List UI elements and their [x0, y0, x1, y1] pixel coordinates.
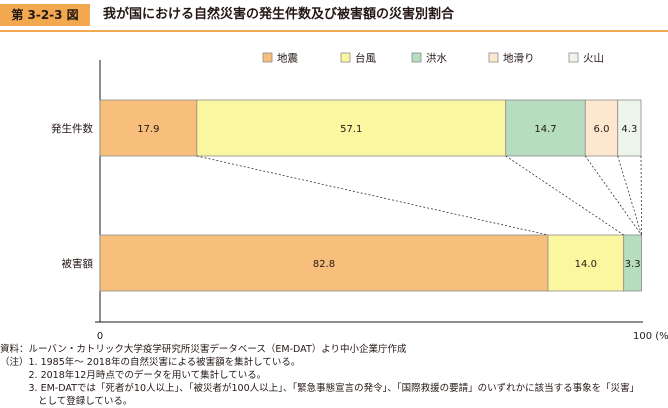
- note-line: （注）1. 1985年～ 2018年の自然災害による被害額を集計している。: [0, 357, 301, 368]
- connector-line-5: [640, 155, 642, 236]
- figure-number: 第 3-2-3 図: [11, 8, 79, 22]
- bar-segment-2-1: [99, 234, 549, 292]
- legend-swatch-3: [411, 52, 422, 63]
- bar-segment-1-2: [196, 99, 507, 157]
- connector-line-2: [505, 155, 624, 236]
- data-label-2-3: 3.3: [625, 259, 641, 270]
- x-tick-label-0: 0: [97, 331, 103, 342]
- bar-segment-1-3: [505, 99, 586, 157]
- category-label-2: 被害額: [62, 257, 94, 270]
- figure-title: 我が国における自然災害の発生件数及び被害額の災害別割合: [103, 7, 455, 22]
- connector-line-3: [584, 155, 642, 236]
- legend-label-2: 台風: [355, 52, 376, 65]
- legend-label-3: 洪水: [426, 53, 447, 65]
- source-note: 資料：ルーバン・カトリック大学疫学研究所災害データベース（EM-DAT）より中小…: [0, 344, 407, 355]
- bar-segment-1-1: [99, 99, 198, 157]
- legend-swatch-5: [568, 52, 579, 63]
- data-label-2-2: 14.0: [575, 259, 597, 270]
- note-line: 3. EM-DATでは「死者が10人以上」、「被災者が100人以上」、「緊急事態…: [0, 383, 640, 394]
- legend-label-5: 火山: [583, 53, 604, 65]
- connector-line-1: [196, 155, 549, 236]
- data-label-1-3: 14.7: [534, 124, 556, 135]
- figure-header: 第 3-2-3 図 我が国における自然災害の発生件数及び被害額の災害別割合: [0, 0, 668, 32]
- bar-segment-1-5: [617, 99, 642, 157]
- legend-swatch-4: [488, 52, 499, 63]
- note-line: 2. 2018年12月時点でのデータを用いて集計している。: [0, 370, 267, 381]
- bar-segment-1-4: [584, 99, 619, 157]
- data-label-1-2: 57.1: [340, 124, 362, 135]
- figure-notes: 資料：ルーバン・カトリック大学疫学研究所災害データベース（EM-DAT）より中小…: [0, 343, 668, 408]
- bar-segment-2-3: [623, 234, 642, 292]
- bar-segment-2-2: [547, 234, 625, 292]
- legend-swatch-1: [262, 52, 273, 63]
- data-label-1-1: 17.9: [137, 124, 159, 135]
- figure-number-badge: [0, 4, 90, 26]
- category-label-1: 発生件数: [51, 122, 93, 135]
- header-rule: [0, 30, 668, 32]
- legend-swatch-2: [340, 52, 351, 63]
- note-line: として登録している。: [0, 396, 133, 407]
- connector-line-4: [617, 155, 642, 236]
- data-label-1-5: 4.3: [621, 124, 637, 135]
- data-label-2-1: 82.8: [313, 259, 335, 270]
- legend-label-1: 地震: [277, 52, 298, 65]
- data-label-1-4: 6.0: [594, 124, 610, 135]
- x-tick-label-100: 100 (%): [633, 331, 668, 342]
- legend-label-4: 地滑り: [503, 52, 535, 65]
